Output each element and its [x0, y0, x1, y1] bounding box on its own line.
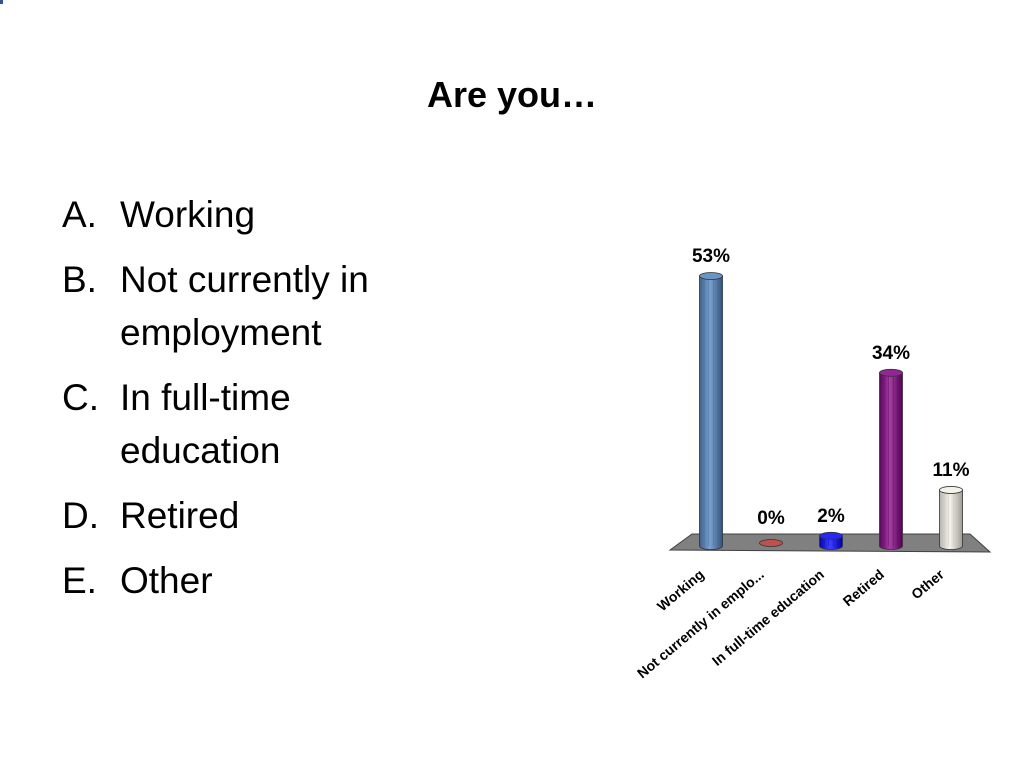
bar-4: [939, 489, 963, 550]
slide-title: Are you…: [426, 74, 598, 115]
option-letter: E.: [62, 560, 97, 601]
option-letter: C.: [62, 377, 99, 418]
data-label-0: 53%: [692, 246, 730, 267]
category-label-0: Working: [654, 566, 707, 614]
bar-top-0: [699, 272, 723, 280]
bar-top-2: [819, 531, 843, 540]
answer-option-d: D. Retired: [62, 489, 442, 542]
data-label-1: 0%: [757, 508, 785, 529]
answer-option-a: A. Working: [62, 188, 442, 241]
option-letter: D.: [62, 495, 99, 536]
option-text: Other: [120, 560, 213, 601]
option-text: Not currently in employment: [120, 259, 369, 353]
data-label-2: 2%: [817, 506, 845, 527]
answer-option-e: E. Other: [62, 554, 442, 607]
bar-0: [699, 275, 723, 550]
answer-option-c: C. In full-time education: [62, 371, 442, 477]
answer-options-list: A. Working B. Not currently in employmen…: [62, 188, 442, 619]
bar-top-3: [879, 368, 903, 377]
option-text: In full-time education: [120, 377, 291, 471]
category-label-4: Other: [908, 566, 947, 603]
option-text: Retired: [120, 495, 240, 536]
bar-3: [879, 372, 903, 550]
option-text: Working: [120, 194, 256, 235]
bar-1: [759, 539, 783, 547]
option-letter: B.: [62, 259, 97, 300]
bar-top-4: [939, 486, 963, 494]
option-letter: A.: [62, 194, 97, 235]
answer-option-b: B. Not currently in employment: [62, 253, 442, 359]
data-label-4: 11%: [933, 460, 970, 481]
category-label-2: In full-time education: [709, 566, 827, 669]
category-label-3: Retired: [840, 566, 887, 609]
data-label-3: 34%: [872, 343, 910, 364]
corner-mark: [0, 0, 3, 4]
